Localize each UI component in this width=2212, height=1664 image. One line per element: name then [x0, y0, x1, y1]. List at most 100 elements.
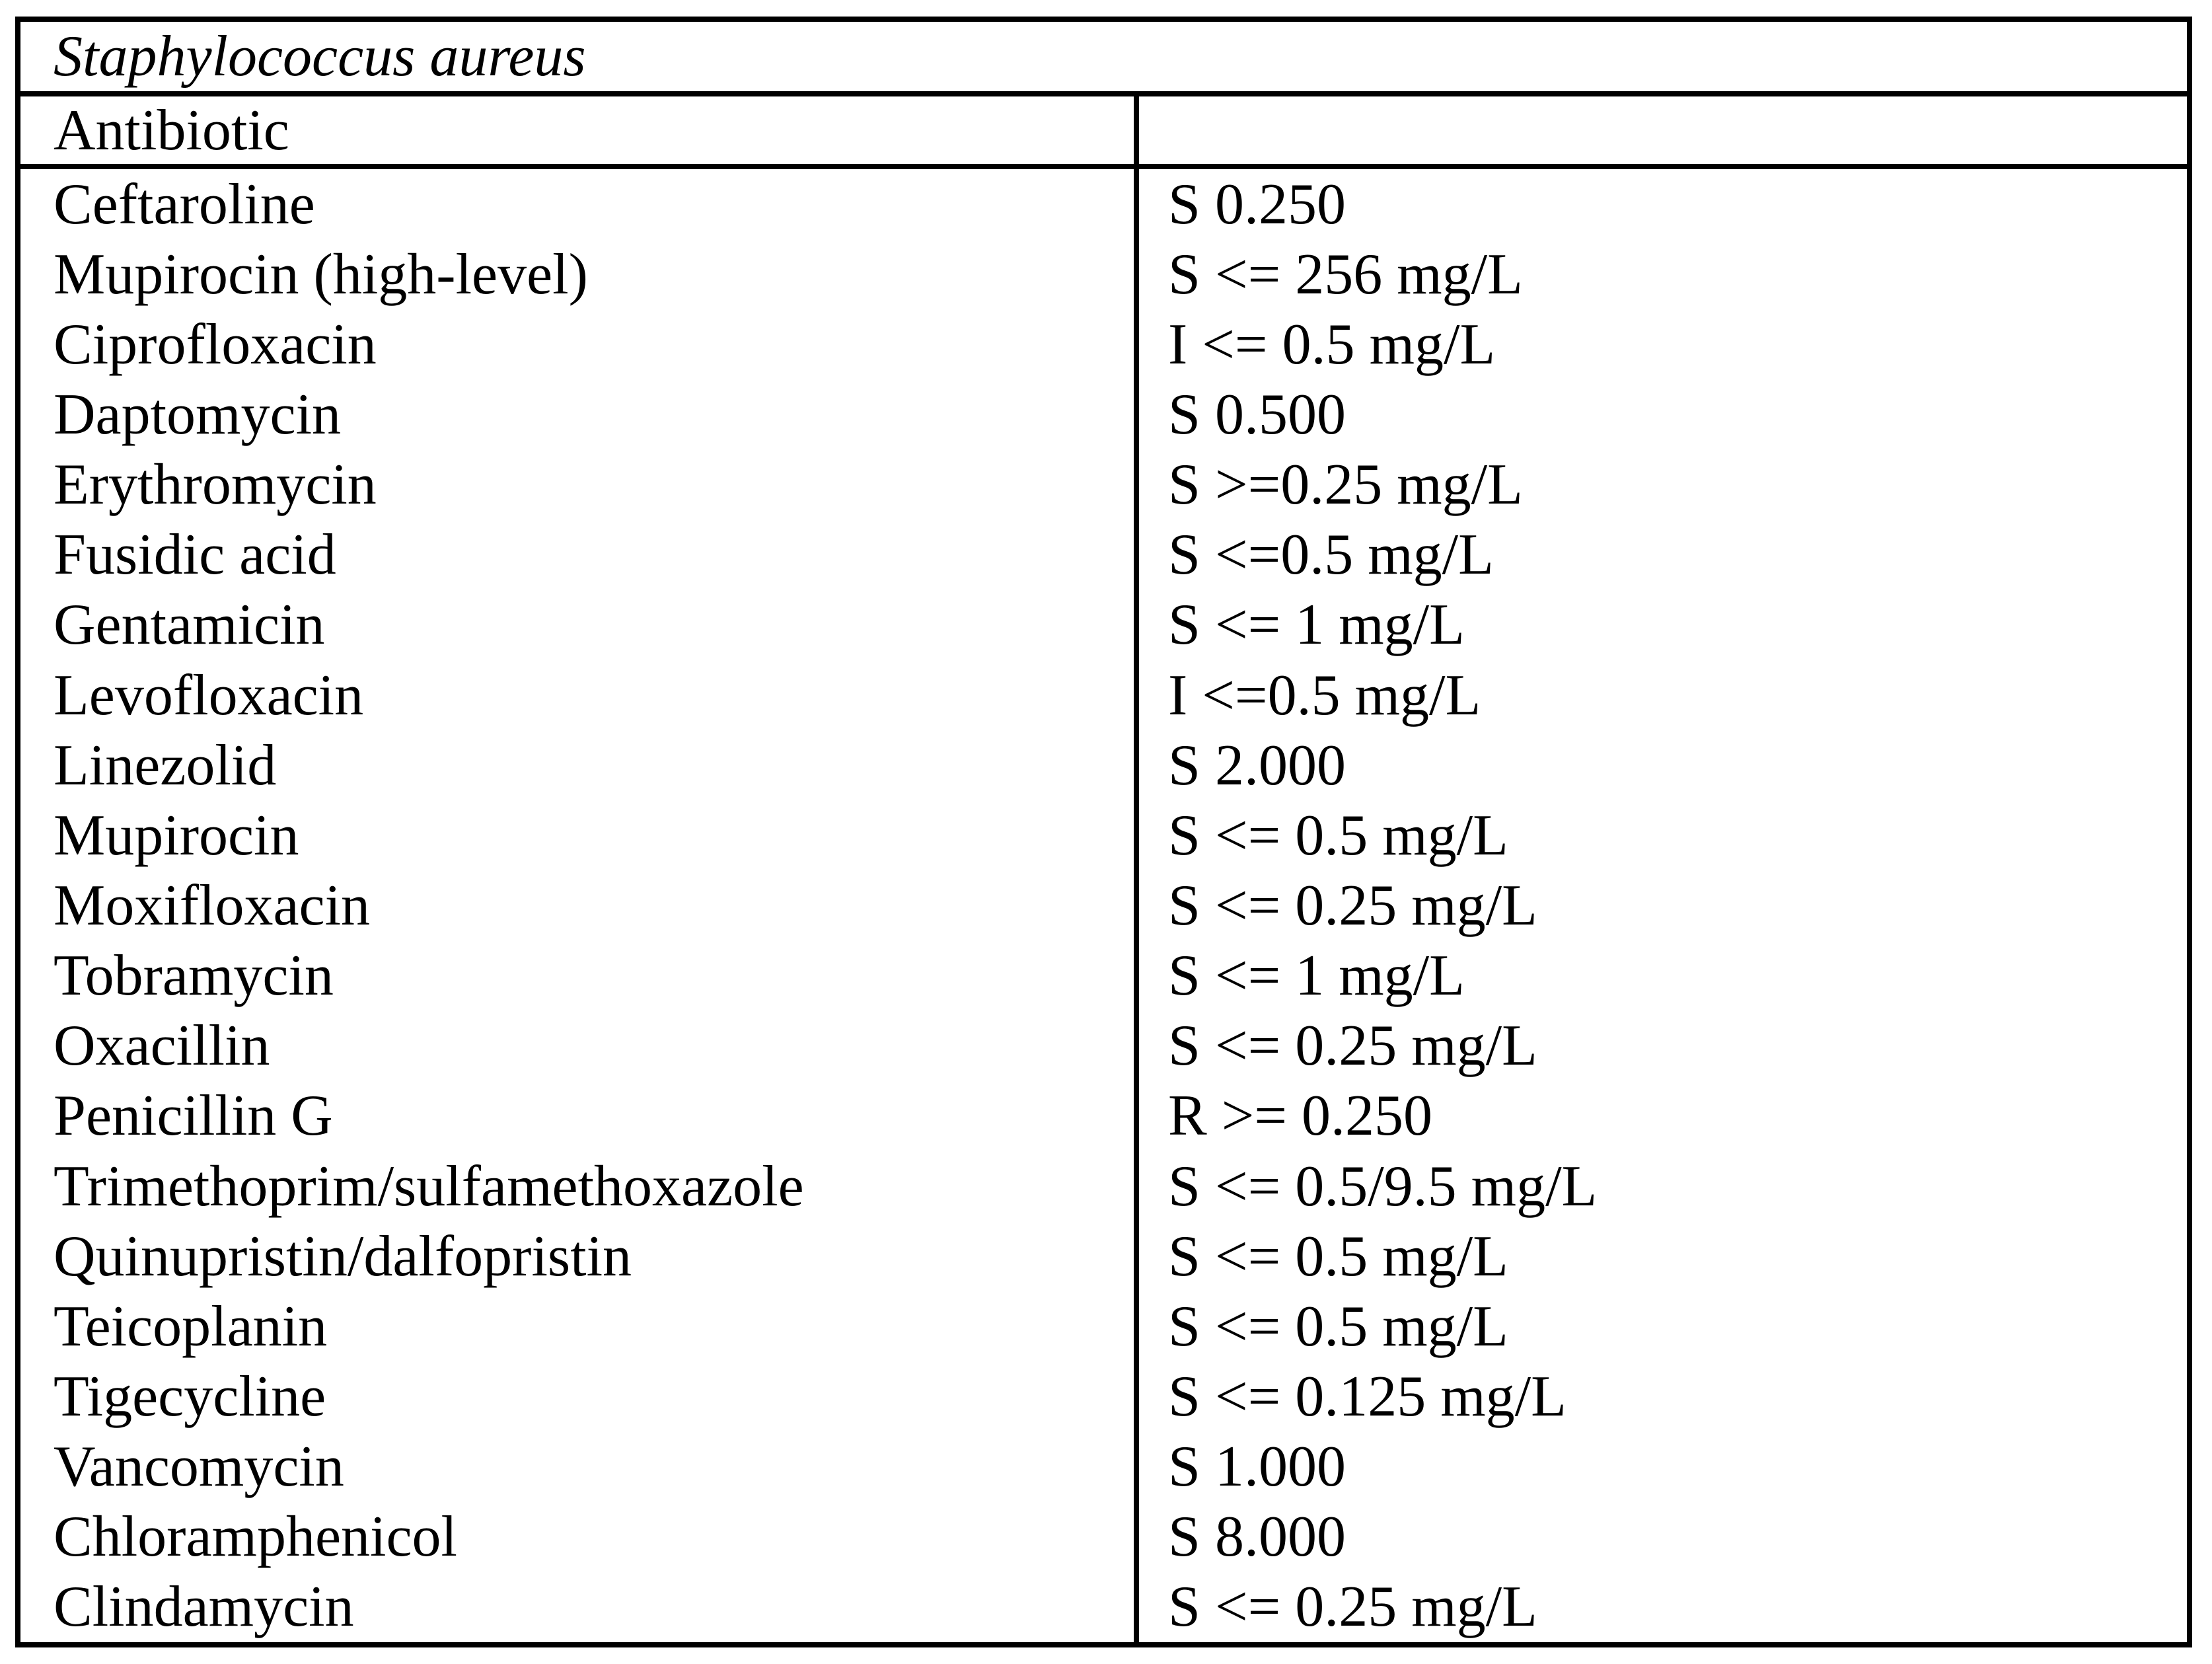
value-cell: S <=0.5 mg/L	[1139, 520, 2187, 590]
value-cell: S >=0.25 mg/L	[1139, 450, 2187, 520]
table-row: Gentamicin S <= 1 mg/L	[20, 589, 2187, 660]
antibiotic-label: Teicoplanin	[54, 1294, 328, 1359]
table-row: Linezolid S 2.000	[20, 730, 2187, 801]
antibiotic-label: Moxifloxacin	[54, 873, 371, 938]
table-row: Ceftaroline S 0.250	[20, 169, 2187, 240]
table-row: Quinupristin/dalfopristin S <= 0.5 mg/L	[20, 1221, 2187, 1292]
antibiotic-label: Ceftaroline	[54, 172, 315, 237]
antibiotic-label: Chloramphenicol	[54, 1505, 457, 1569]
antibiotic-cell: Vancomycin	[20, 1431, 1139, 1502]
antibiotic-label: Fusidic acid	[54, 523, 336, 587]
table-row: Levofloxacin I <=0.5 mg/L	[20, 660, 2187, 731]
value-label: S <= 0.125 mg/L	[1168, 1364, 1567, 1429]
table-row: Chloramphenicol S 8.000	[20, 1501, 2187, 1572]
value-label: S <= 1 mg/L	[1168, 593, 1465, 658]
value-label: I <=0.5 mg/L	[1168, 663, 1481, 728]
antibiotic-cell: Gentamicin	[20, 589, 1139, 660]
value-label: S >=0.25 mg/L	[1168, 453, 1523, 517]
value-cell: S 0.500	[1139, 379, 2187, 449]
antibiotic-label: Tigecycline	[54, 1364, 326, 1429]
value-cell: S <= 0.25 mg/L	[1139, 1011, 2187, 1081]
value-cell: S 8.000	[1139, 1502, 2187, 1572]
value-label: S <= 0.25 mg/L	[1168, 873, 1537, 938]
table-row: Teicoplanin S <= 0.5 mg/L	[20, 1291, 2187, 1362]
organism-row: Staphylococcus aureus	[20, 22, 2187, 96]
value-label: S <= 0.5 mg/L	[1168, 1294, 1508, 1359]
value-cell: S <= 256 mg/L	[1139, 239, 2187, 309]
susceptibility-table: Staphylococcus aureus Antibiotic Ceftaro…	[15, 17, 2192, 1647]
antibiotic-header-cell: Antibiotic	[20, 96, 1139, 164]
table-row: Vancomycin S 1.000	[20, 1431, 2187, 1502]
value-cell: S <= 0.25 mg/L	[1139, 870, 2187, 940]
antibiotic-label: Ciprofloxacin	[54, 312, 377, 377]
organism-name: Staphylococcus aureus	[54, 24, 586, 89]
value-cell: S 0.250	[1139, 169, 2187, 239]
table-body: Ceftaroline S 0.250 Mupirocin (high-leve…	[20, 169, 2187, 1642]
antibiotic-cell: Mupirocin (high-level)	[20, 239, 1139, 310]
antibiotic-label: Erythromycin	[54, 453, 377, 517]
table-row: Penicillin G R >= 0.250	[20, 1080, 2187, 1151]
header-row: Antibiotic	[20, 96, 2187, 169]
antibiotic-label: Quinupristin/dalfopristin	[54, 1224, 632, 1289]
value-label: S 0.500	[1168, 382, 1346, 447]
value-cell: S 2.000	[1139, 730, 2187, 800]
table-row: Clindamycin S <= 0.25 mg/L	[20, 1571, 2187, 1642]
antibiotic-cell: Tobramycin	[20, 940, 1139, 1011]
table-row: Erythromycin S >=0.25 mg/L	[20, 449, 2187, 520]
value-cell: I <= 0.5 mg/L	[1139, 309, 2187, 379]
antibiotic-label: Levofloxacin	[54, 663, 364, 728]
antibiotic-label: Vancomycin	[54, 1435, 344, 1499]
table-row: Mupirocin S <= 0.5 mg/L	[20, 800, 2187, 871]
antibiotic-label: Tobramycin	[54, 944, 334, 1008]
value-cell: S <= 0.5 mg/L	[1139, 1291, 2187, 1361]
value-cell: I <=0.5 mg/L	[1139, 660, 2187, 730]
value-cell: R >= 0.250	[1139, 1081, 2187, 1151]
antibiotic-cell: Mupirocin	[20, 800, 1139, 871]
antibiotic-label: Mupirocin	[54, 803, 299, 868]
value-label: S <= 0.5/9.5 mg/L	[1168, 1154, 1598, 1219]
value-label: S 2.000	[1168, 733, 1346, 798]
table-row: Daptomycin S 0.500	[20, 379, 2187, 450]
value-cell: S <= 1 mg/L	[1139, 590, 2187, 660]
antibiotic-cell: Levofloxacin	[20, 660, 1139, 731]
value-label: S <= 0.25 mg/L	[1168, 1575, 1537, 1640]
value-label: S <= 0.5 mg/L	[1168, 1224, 1508, 1289]
antibiotic-label: Oxacillin	[54, 1014, 270, 1078]
value-label: S 0.250	[1168, 172, 1346, 237]
value-label: S <=0.5 mg/L	[1168, 523, 1494, 587]
value-label: I <= 0.5 mg/L	[1168, 312, 1496, 377]
antibiotic-cell: Ceftaroline	[20, 169, 1139, 240]
value-cell: S <= 0.5 mg/L	[1139, 800, 2187, 870]
table-row: Moxifloxacin S <= 0.25 mg/L	[20, 870, 2187, 941]
antibiotic-cell: Tigecycline	[20, 1361, 1139, 1432]
value-cell: S <= 0.5/9.5 mg/L	[1139, 1151, 2187, 1221]
value-cell: S <= 1 mg/L	[1139, 941, 2187, 1011]
value-label: S 8.000	[1168, 1505, 1346, 1569]
table-row: Trimethoprim/sulfamethoxazole S <= 0.5/9…	[20, 1151, 2187, 1222]
antibiotic-header-label: Antibiotic	[54, 98, 289, 163]
table-row: Mupirocin (high-level) S <= 256 mg/L	[20, 239, 2187, 310]
value-label: S <= 0.5 mg/L	[1168, 803, 1508, 868]
antibiotic-cell: Trimethoprim/sulfamethoxazole	[20, 1151, 1139, 1222]
antibiotic-cell: Moxifloxacin	[20, 870, 1139, 941]
value-label: S <= 1 mg/L	[1168, 944, 1465, 1008]
table-row: Ciprofloxacin I <= 0.5 mg/L	[20, 309, 2187, 380]
value-label: R >= 0.250	[1168, 1084, 1432, 1149]
value-cell: S <= 0.125 mg/L	[1139, 1361, 2187, 1431]
value-label: S <= 256 mg/L	[1168, 242, 1523, 307]
antibiotic-cell: Oxacillin	[20, 1010, 1139, 1081]
antibiotic-cell: Erythromycin	[20, 449, 1139, 520]
table-row: Oxacillin S <= 0.25 mg/L	[20, 1010, 2187, 1081]
value-cell: S <= 0.25 mg/L	[1139, 1572, 2187, 1642]
antibiotic-cell: Quinupristin/dalfopristin	[20, 1221, 1139, 1292]
antibiotic-label: Gentamicin	[54, 593, 325, 658]
antibiotic-cell: Daptomycin	[20, 379, 1139, 450]
value-cell: S <= 0.5 mg/L	[1139, 1221, 2187, 1291]
antibiotic-label: Trimethoprim/sulfamethoxazole	[54, 1154, 804, 1219]
antibiotic-label: Penicillin G	[54, 1084, 333, 1149]
value-label: S 1.000	[1168, 1435, 1346, 1499]
antibiotic-cell: Penicillin G	[20, 1080, 1139, 1151]
antibiotic-label: Mupirocin (high-level)	[54, 242, 588, 307]
value-cell: S 1.000	[1139, 1432, 2187, 1502]
